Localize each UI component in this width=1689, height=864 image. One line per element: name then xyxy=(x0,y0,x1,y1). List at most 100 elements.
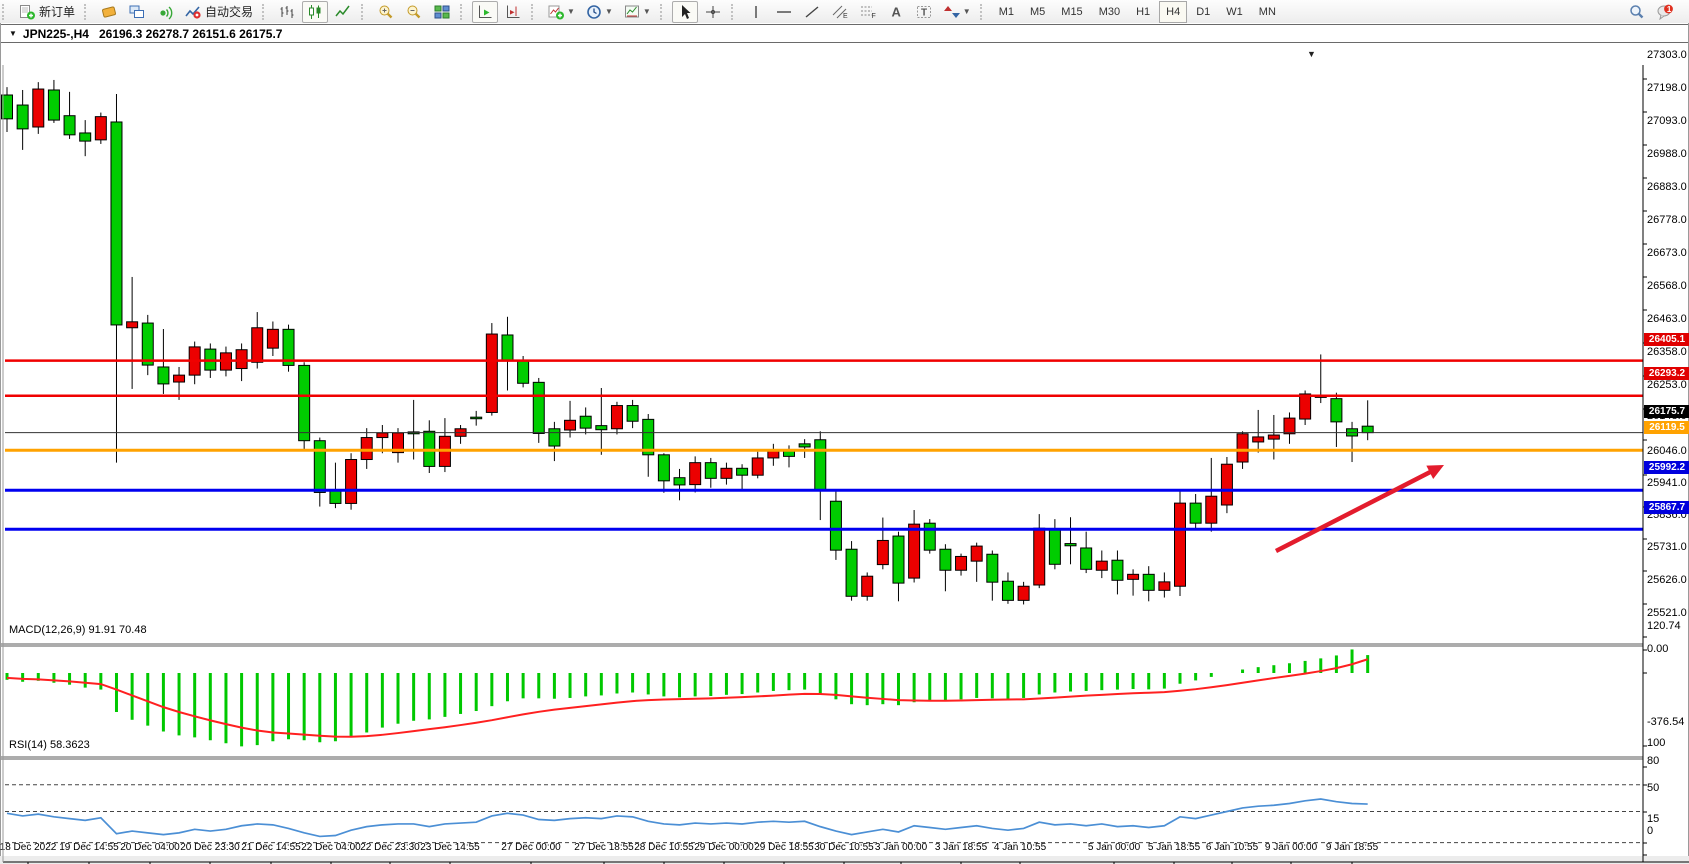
price-level-badge: 26405.1 xyxy=(1644,332,1689,346)
arrows-button[interactable]: ▼ xyxy=(939,1,975,23)
zoom-in-button[interactable] xyxy=(373,1,399,23)
price-level-badge: 26175.7 xyxy=(1644,404,1689,418)
price-axis-label: 27093.0 xyxy=(1647,115,1687,127)
search-button[interactable] xyxy=(1624,1,1650,23)
chevron-down-icon[interactable]: ▼ xyxy=(9,29,17,38)
vertical-line-button[interactable] xyxy=(743,1,769,23)
svg-text:1: 1 xyxy=(1667,5,1672,14)
tile-windows-button[interactable] xyxy=(429,1,455,23)
fibonacci-button[interactable]: F xyxy=(855,1,881,23)
price-level-badge: 26293.2 xyxy=(1644,366,1689,380)
toolbar-grip xyxy=(84,3,91,20)
time-axis-label: 27 Dec 18:55 xyxy=(574,842,634,853)
horizontal-line-icon xyxy=(775,4,793,20)
chart-shift-button[interactable] xyxy=(500,1,526,23)
auto-trading-button[interactable]: 自动交易 xyxy=(180,1,257,23)
toolbar-group: E F A T ▼ xyxy=(740,0,978,23)
chart-shift-marker-icon[interactable]: ▼ xyxy=(1307,49,1316,59)
time-axis-label: 22 Dec 04:00 xyxy=(301,842,361,853)
candlestick-chart-button[interactable] xyxy=(302,0,329,23)
equidistant-channel-button[interactable]: E xyxy=(827,1,853,23)
rsi-indicator-label: RSI(14) 58.3623 xyxy=(9,739,90,751)
trendline-button[interactable] xyxy=(799,1,825,23)
zoom-out-button[interactable] xyxy=(401,1,427,23)
horizontal-line-button[interactable] xyxy=(771,1,797,23)
price-axis-label: 27198.0 xyxy=(1647,82,1687,94)
timeframe-mn-button[interactable]: MN xyxy=(1258,5,1276,18)
vertical-line-icon xyxy=(747,4,765,20)
chart-title-bar[interactable]: ▼ JPN225-,H4 26196.3 26278.7 26151.6 261… xyxy=(1,24,1688,43)
crosshair-icon xyxy=(704,4,722,20)
price-axis-label: 26673.0 xyxy=(1647,247,1687,259)
toolbar-grip xyxy=(659,3,667,20)
indicators-button[interactable]: ▼ xyxy=(543,1,579,23)
toolbar-grip xyxy=(262,3,269,20)
timeframe-h4-button[interactable]: H4 xyxy=(1159,0,1188,23)
crosshair-button[interactable] xyxy=(700,1,726,23)
cursor-button[interactable] xyxy=(671,0,698,23)
new-order-button[interactable]: 新订单 xyxy=(14,1,79,23)
auto-scroll-button[interactable] xyxy=(472,0,499,23)
timeframe-m5-button[interactable]: M5 xyxy=(1030,5,1046,18)
indicators-icon xyxy=(547,4,565,20)
arrows-icon xyxy=(943,4,961,20)
text-icon: A xyxy=(887,4,905,20)
timeframe-m30-button[interactable]: M30 xyxy=(1098,5,1121,18)
price-level-badge: 25867.7 xyxy=(1644,500,1689,514)
price-level-badge: 26119.5 xyxy=(1644,420,1689,434)
price-axis-label: 26883.0 xyxy=(1647,181,1687,193)
line-chart-button[interactable] xyxy=(330,1,356,23)
timeframe-m15-button[interactable]: M15 xyxy=(1061,5,1083,18)
chart-window[interactable]: ▼ JPN225-,H4 26196.3 26278.7 26151.6 261… xyxy=(0,23,1689,864)
toolbar-grip xyxy=(531,3,538,20)
templates-button[interactable]: ▼ xyxy=(619,1,655,23)
time-axis-label: 5 Jan 18:55 xyxy=(1147,842,1201,853)
chevron-down-icon: ▼ xyxy=(567,7,575,16)
new-window-button[interactable] xyxy=(124,1,150,23)
alerts-icon: 1 xyxy=(1656,4,1674,20)
wallet-button[interactable] xyxy=(96,1,122,23)
text-label-icon: T xyxy=(915,4,933,20)
macd-axis-label: 120.74 xyxy=(1647,620,1681,632)
price-axis-label: 26358.0 xyxy=(1647,346,1687,358)
timeframe-d1-button[interactable]: D1 xyxy=(1196,5,1211,18)
timeframe-m1-button[interactable]: M1 xyxy=(998,5,1014,18)
text-label-button[interactable]: T xyxy=(911,1,937,23)
status-strip xyxy=(0,856,1689,864)
macd-axis-label: -376.54 xyxy=(1647,716,1685,728)
toolbar-right: 1 xyxy=(1623,1,1689,23)
toolbar-grip xyxy=(979,3,987,20)
time-axis-label: 18 Dec 2022 xyxy=(0,842,57,853)
signals-button[interactable] xyxy=(152,1,178,23)
time-axis-label: 23 Dec 14:55 xyxy=(420,842,480,853)
toolbar-group xyxy=(669,0,729,23)
toolbar-group xyxy=(469,0,529,23)
svg-text:A: A xyxy=(891,4,901,19)
timeframe-w1-button[interactable]: W1 xyxy=(1226,5,1243,18)
new-order-button-label: 新订单 xyxy=(39,5,76,19)
notifications-button[interactable]: 1 xyxy=(1652,1,1678,23)
price-axis-label: 26568.0 xyxy=(1647,280,1687,292)
time-axis-label: 28 Dec 10:55 xyxy=(634,842,694,853)
time-axis-label: 20 Dec 04:00 xyxy=(120,842,180,853)
svg-text:F: F xyxy=(871,13,875,20)
time-axis-label: 29 Dec 00:00 xyxy=(694,842,754,853)
timeframe-h1-button[interactable]: H1 xyxy=(1136,5,1151,18)
new-window-icon xyxy=(128,4,146,20)
toolbar-group: 新订单 xyxy=(11,0,82,23)
price-axis-label: 26253.0 xyxy=(1647,379,1687,391)
bar-chart-button[interactable] xyxy=(274,1,300,23)
rsi-axis-label: 100 xyxy=(1647,737,1666,749)
price-axis-label: 25731.0 xyxy=(1647,541,1687,553)
rsi-axis-label: 50 xyxy=(1647,782,1660,794)
fibonacci-icon: F xyxy=(859,4,877,20)
periods-button[interactable]: ▼ xyxy=(581,1,617,23)
price-axis-label: 26778.0 xyxy=(1647,214,1687,226)
toolbar-group xyxy=(370,0,458,23)
candle-chart-icon xyxy=(306,4,324,20)
time-axis-label: 19 Dec 14:55 xyxy=(59,842,119,853)
search-icon xyxy=(1628,4,1646,20)
text-button[interactable]: A xyxy=(883,1,909,23)
time-axis-label: 9 Jan 00:00 xyxy=(1264,842,1318,853)
